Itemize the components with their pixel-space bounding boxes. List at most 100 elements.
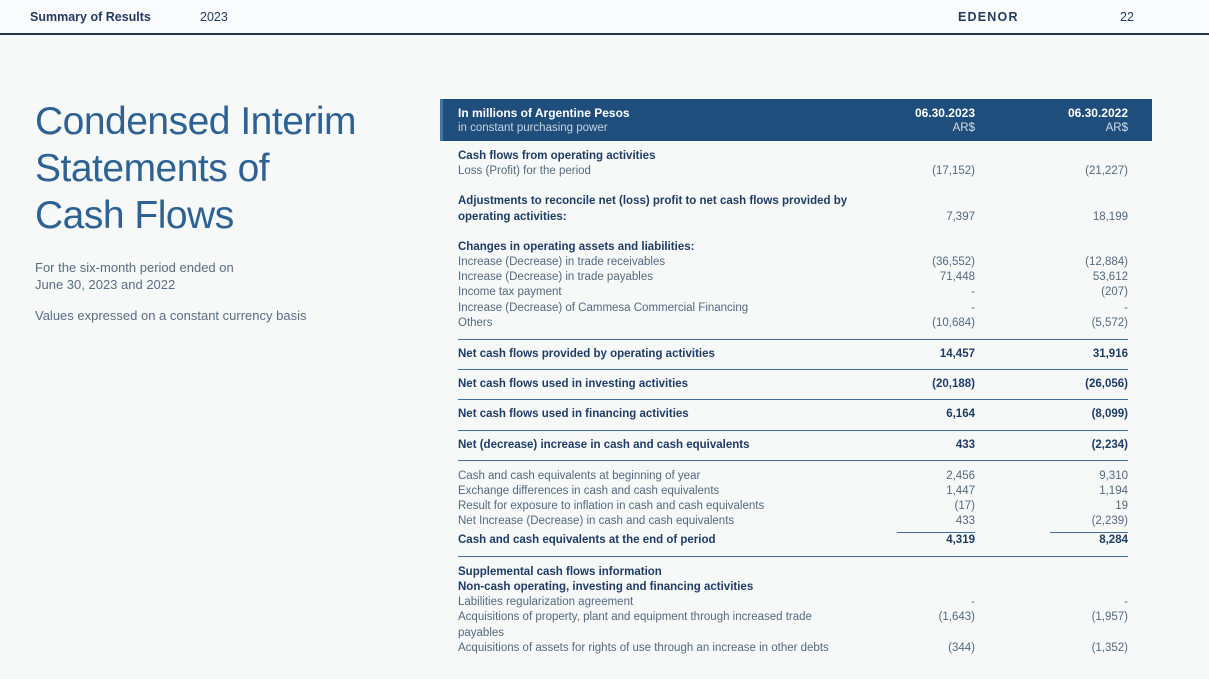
- column-currency-2022: AR$: [1105, 121, 1128, 134]
- column-currency-2023: AR$: [952, 121, 975, 134]
- table-row: Loss (Profit) for the period (17,152) (21,…: [458, 164, 1128, 179]
- value-2023: 6,164: [946, 408, 975, 421]
- value-2022: (12,884): [1085, 256, 1128, 269]
- table-row: Changes in operating assets and liabilit…: [458, 240, 1128, 255]
- page-title: Condensed Interim Statements of Cash Flo…: [35, 98, 425, 239]
- row-spacer: [458, 557, 1128, 565]
- value-2022: (2,234): [1091, 438, 1128, 451]
- row-label: Cash and cash equivalents at beginning o…: [458, 469, 701, 482]
- table-units-title: In millions of Argentine Pesos: [458, 105, 630, 120]
- table-row: Net cash flows used in investing activit…: [458, 370, 1128, 399]
- currency-basis-note: Values expressed on a constant currency …: [35, 308, 307, 323]
- table-row: Net cash flows provided by operating act…: [458, 340, 1128, 369]
- table-row: Increase (Decrease) in trade receivables…: [458, 255, 1128, 270]
- value-2022: (21,227): [1085, 165, 1128, 178]
- column-date-2022: 06.30.2022: [1067, 105, 1128, 120]
- table-header-label: In millions of Argentine Pesos in consta…: [458, 106, 865, 135]
- row-label: Others: [458, 316, 493, 329]
- row-label: Acquisitions of assets for rights of use…: [458, 641, 829, 654]
- value-2022: (5,572): [1091, 316, 1128, 329]
- row-divider: [458, 429, 1128, 431]
- table-row: Cash and cash equivalents at beginning o…: [458, 469, 1128, 484]
- value-2023: 433: [865, 514, 975, 533]
- value-2023: (20,188): [932, 378, 975, 391]
- row-divider: [458, 555, 1128, 557]
- page-title-line1: Condensed Interim: [35, 100, 357, 143]
- period-subtitle: For the six-month period ended on June 3…: [35, 259, 425, 293]
- row-label: Exchange differences in cash and cash eq…: [458, 485, 720, 498]
- row-label: Net cash flows provided by operating act…: [458, 348, 715, 361]
- table-header-band: In millions of Argentine Pesos in consta…: [440, 99, 1152, 141]
- row-spacer: [458, 331, 1128, 339]
- value-2022: (26,056): [1085, 378, 1128, 391]
- table-row: Cash and cash equivalents at the end of …: [458, 533, 1128, 548]
- value-2023: (36,552): [932, 256, 975, 269]
- row-label: Net cash flows used in financing activit…: [458, 408, 689, 421]
- value-2023: 7,397: [946, 210, 975, 223]
- row-divider: [458, 399, 1128, 401]
- table-row: Exchange differences in cash and cash eq…: [458, 484, 1128, 499]
- table-row: Result for exposure to inflation in cash…: [458, 499, 1128, 514]
- table-row: Income tax payment - (207): [458, 285, 1128, 300]
- header-section-title: Summary of Results: [30, 10, 151, 24]
- table-row: Cash flows from operating activities: [458, 149, 1128, 164]
- table-units-subtitle: in constant purchasing power: [458, 121, 608, 134]
- column-header-2022: 06.30.2022 AR$: [975, 106, 1128, 135]
- value-2023: -: [971, 286, 975, 299]
- value-2023: (17,152): [932, 165, 975, 178]
- value-2022: -: [1124, 596, 1128, 609]
- row-divider: [458, 339, 1128, 341]
- value-2022: 53,612: [1092, 271, 1128, 284]
- row-label: Increase (Decrease) in trade receivables: [458, 256, 666, 269]
- row-spacer: [458, 548, 1128, 556]
- period-subtitle-line1: For the six-month period ended on: [35, 260, 234, 275]
- row-divider: [458, 369, 1128, 371]
- value-2022: (1,352): [1091, 641, 1128, 654]
- value-2022: 18,199: [1092, 210, 1128, 223]
- row-label: Result for exposure to inflation in cash…: [458, 500, 765, 513]
- value-2023: 2,456: [946, 469, 975, 482]
- cash-flow-table: In millions of Argentine Pesos in consta…: [440, 99, 1152, 656]
- value-2023: -: [971, 596, 975, 609]
- row-label: Net (decrease) increase in cash and cash…: [458, 438, 750, 451]
- table-row: Others (10,684) (5,572): [458, 316, 1128, 331]
- value-2022: 31,916: [1092, 348, 1128, 361]
- row-label: Increase (Decrease) of Cammesa Commercia…: [458, 301, 749, 314]
- row-label: Labilities regularization agreement: [458, 596, 634, 609]
- row-label: Cash and cash equivalents at the end of …: [458, 533, 716, 546]
- value-2023: 4,319: [946, 533, 975, 546]
- row-label: Non-cash operating, investing and financ…: [458, 581, 754, 594]
- table-row: Adjustments to reconcile net (loss) prof…: [458, 194, 1128, 224]
- value-2023: 14,457: [939, 348, 975, 361]
- value-2022: 19: [1115, 500, 1128, 513]
- table-body: Cash flows from operating activities Loss…: [440, 141, 1152, 656]
- row-label: Income tax payment: [458, 286, 562, 299]
- brand-logo-text: EDENOR: [958, 10, 1019, 24]
- value-2022: 1,194: [1099, 485, 1128, 498]
- page-title-line2: Statements of: [35, 147, 270, 190]
- page-header: Summary of Results 2023 EDENOR 22: [0, 0, 1209, 33]
- table-row: Supplemental cash flows information: [458, 565, 1128, 580]
- table-row: Increase (Decrease) of Cammesa Commercia…: [458, 301, 1128, 316]
- value-2023: 1,447: [946, 485, 975, 498]
- table-row: Non-cash operating, investing and financ…: [458, 580, 1128, 595]
- value-2023: 71,448: [939, 271, 975, 284]
- value-2023: (1,643): [938, 611, 975, 624]
- value-2022: 8,284: [1099, 533, 1128, 546]
- row-label: Adjustments to reconcile net (loss) prof…: [458, 195, 848, 223]
- row-spacer: [458, 461, 1128, 469]
- value-2023: (10,684): [932, 316, 975, 329]
- value-2022: -: [1124, 301, 1128, 314]
- column-date-2023: 06.30.2023: [914, 105, 975, 120]
- header-year: 2023: [200, 10, 228, 24]
- value-2023: (344): [948, 641, 975, 654]
- header-divider: [0, 33, 1209, 35]
- table-row: Net cash flows used in financing activit…: [458, 400, 1128, 429]
- table-row: Acquisitions of property, plant and equi…: [458, 610, 1128, 640]
- row-divider: [458, 459, 1128, 461]
- row-label: Loss (Profit) for the period: [458, 165, 591, 178]
- value-2022: 9,310: [1099, 469, 1128, 482]
- row-label: Increase (Decrease) in trade payables: [458, 271, 653, 284]
- period-subtitle-line2: June 30, 2023 and 2022: [35, 277, 176, 292]
